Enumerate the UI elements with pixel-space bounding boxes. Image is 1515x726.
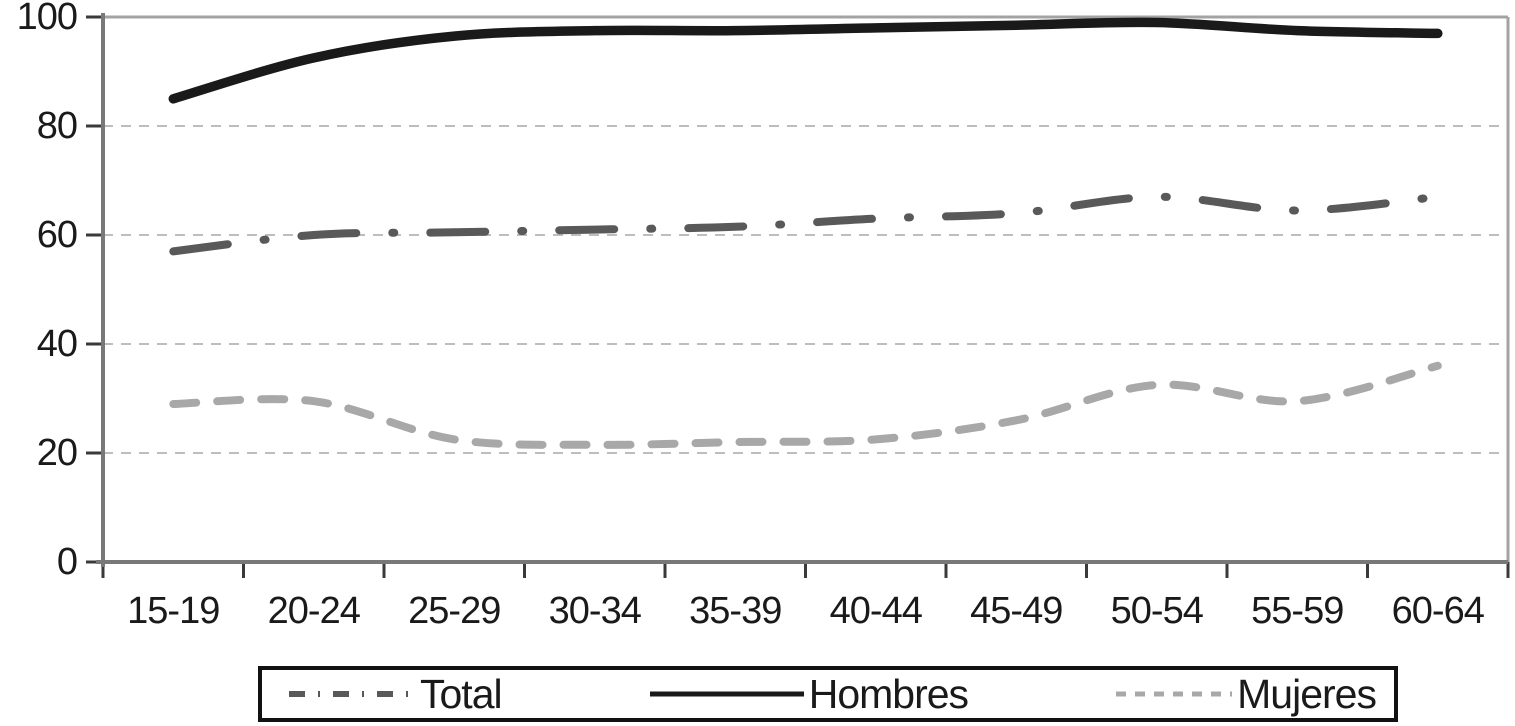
legend-label-hombres: Hombres (808, 671, 969, 717)
legend-item-total: Total (286, 671, 503, 717)
series-line-mujeres (169, 361, 1442, 449)
x-axis-label: 55-59 (1251, 590, 1344, 632)
x-axis-label: 20-24 (267, 590, 361, 632)
hombres-line-sample-icon (649, 691, 804, 697)
x-axis-label: 35-39 (689, 590, 782, 632)
y-axis-label: 80 (36, 105, 78, 147)
series-line-total (169, 192, 1442, 256)
legend-label-total: Total (420, 671, 503, 717)
y-axis-label: 40 (36, 323, 78, 365)
y-axis-label: 20 (36, 432, 78, 474)
mujeres-line-sample-icon (1116, 691, 1233, 697)
y-axis-label: 100 (16, 0, 78, 38)
x-axis-label: 50-54 (1110, 590, 1204, 632)
y-axis-label: 0 (56, 541, 78, 583)
x-axis-label: 40-44 (829, 590, 923, 632)
x-axis-label: 30-34 (548, 590, 642, 632)
y-axis-label: 60 (36, 214, 78, 256)
x-axis-label: 45-49 (970, 590, 1063, 632)
legend: Total Hombres Mujeres (258, 666, 1398, 722)
x-axis-label: 25-29 (408, 590, 501, 632)
series-line-hombres (168, 17, 1443, 104)
legend-item-hombres: Hombres (647, 671, 969, 717)
x-axis-label: 60-64 (1391, 590, 1485, 632)
legend-item-mujeres: Mujeres (1113, 671, 1377, 717)
x-axis-label: 15-19 (127, 590, 220, 632)
total-line-sample-icon (289, 691, 415, 697)
legend-label-mujeres: Mujeres (1237, 671, 1377, 717)
